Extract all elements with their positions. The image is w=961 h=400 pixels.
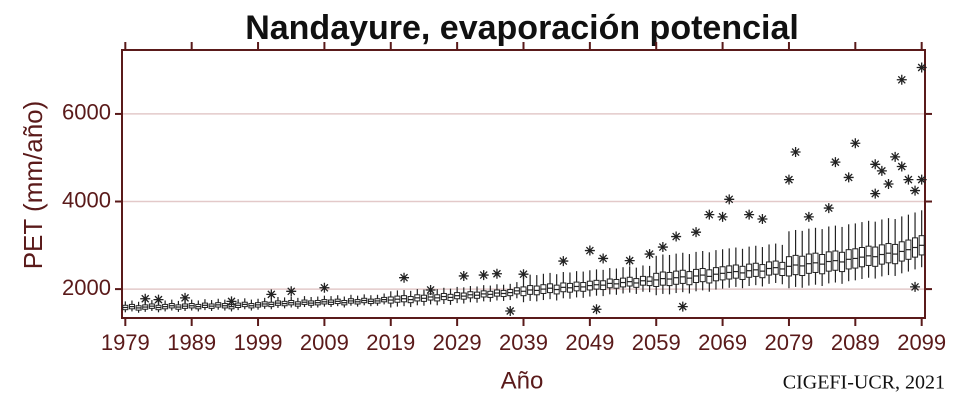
outlier bbox=[830, 157, 841, 168]
outlier bbox=[843, 172, 854, 183]
plot-frame bbox=[121, 49, 926, 319]
x-tick-label: 2029 bbox=[433, 330, 482, 355]
x-tick-label: 2019 bbox=[366, 330, 415, 355]
outlier bbox=[657, 242, 668, 253]
outlier bbox=[691, 227, 702, 238]
x-tick-label: 2049 bbox=[565, 330, 614, 355]
outlier bbox=[153, 294, 164, 305]
x-tick-label: 1989 bbox=[167, 330, 216, 355]
outlier bbox=[671, 231, 682, 242]
y-tick-label: 2000 bbox=[62, 275, 111, 300]
x-tick-label: 1999 bbox=[234, 330, 283, 355]
outlier bbox=[677, 301, 688, 312]
outlier bbox=[591, 304, 602, 315]
credit: CIGEFI-UCR, 2021 bbox=[783, 372, 945, 394]
outlier bbox=[850, 138, 861, 149]
outlier bbox=[140, 293, 151, 304]
outlier bbox=[505, 305, 516, 316]
x-tick-label: 1979 bbox=[101, 330, 150, 355]
outlier bbox=[518, 269, 529, 280]
outlier bbox=[704, 209, 715, 220]
outlier bbox=[783, 174, 794, 185]
outlier bbox=[883, 179, 894, 189]
outlier bbox=[916, 62, 927, 73]
outlier bbox=[823, 203, 834, 214]
outlier bbox=[910, 281, 921, 292]
outlier bbox=[896, 74, 907, 85]
outlier bbox=[286, 286, 297, 297]
y-tick-label: 6000 bbox=[62, 100, 111, 125]
outlier bbox=[478, 270, 489, 281]
outlier bbox=[870, 188, 881, 199]
outlier bbox=[491, 268, 502, 279]
chart-title: Nandayure, evaporación potencial bbox=[245, 9, 799, 47]
outlier bbox=[399, 272, 410, 283]
x-tick-label: 2099 bbox=[897, 330, 946, 355]
x-tick-label: 2039 bbox=[499, 330, 548, 355]
outlier bbox=[744, 209, 755, 220]
outlier bbox=[890, 151, 901, 162]
outlier bbox=[319, 282, 330, 293]
outlier bbox=[624, 255, 635, 266]
x-tick-label: 2059 bbox=[632, 330, 681, 355]
outlier bbox=[910, 185, 921, 196]
x-tick-label: 2079 bbox=[764, 330, 813, 355]
outlier bbox=[757, 214, 768, 225]
outlier bbox=[226, 296, 237, 307]
outlier bbox=[870, 159, 881, 170]
outlier bbox=[180, 292, 191, 303]
x-tick-label: 2009 bbox=[300, 330, 349, 355]
outlier bbox=[584, 245, 595, 256]
x-axis-label: Año bbox=[501, 367, 544, 394]
outlier bbox=[644, 249, 655, 260]
x-tick-label: 2089 bbox=[831, 330, 880, 355]
outlier bbox=[803, 211, 814, 222]
outlier bbox=[458, 270, 469, 281]
y-axis-label: PET (mm/año) bbox=[18, 101, 48, 270]
outlier bbox=[790, 147, 801, 158]
x-tick-label: 2069 bbox=[698, 330, 747, 355]
outlier bbox=[876, 165, 887, 176]
outlier bbox=[717, 211, 728, 222]
outlier bbox=[916, 174, 927, 185]
outlier bbox=[425, 284, 436, 295]
outlier bbox=[903, 174, 914, 185]
outlier bbox=[558, 256, 569, 267]
outlier bbox=[598, 253, 609, 264]
outlier bbox=[896, 161, 907, 172]
outlier bbox=[724, 194, 735, 205]
outlier bbox=[266, 289, 277, 300]
y-tick-label: 4000 bbox=[62, 187, 111, 212]
